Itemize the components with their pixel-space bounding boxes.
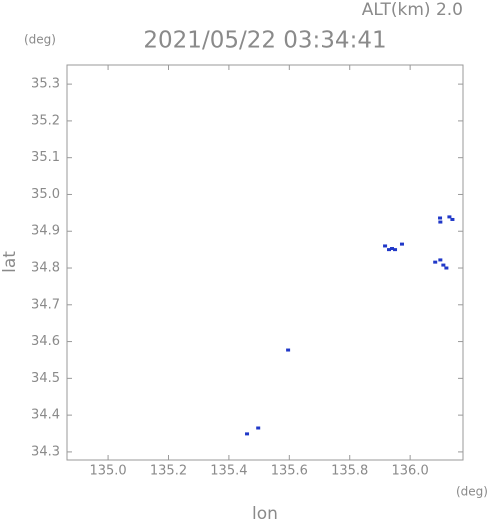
point <box>438 220 443 224</box>
x-tick-label: 135.4 <box>210 464 247 479</box>
point <box>399 242 404 246</box>
point <box>390 247 395 251</box>
point <box>450 217 455 221</box>
y-tick-label: 35.0 <box>31 187 60 202</box>
point <box>393 248 398 252</box>
y-tick-label: 34.8 <box>31 261 60 276</box>
y-tick-label: 34.5 <box>31 371 60 386</box>
y-label: lat <box>0 251 20 273</box>
point <box>286 348 291 352</box>
x-tick-label: 135.8 <box>331 464 368 479</box>
y-unit: (deg) <box>24 33 56 47</box>
point <box>441 263 446 267</box>
point <box>438 258 443 262</box>
subtitle: ALT(km) 2.0 <box>362 0 463 20</box>
x-unit: (deg) <box>456 485 488 499</box>
point <box>245 432 250 436</box>
y-tick-label: 34.3 <box>31 444 60 459</box>
point <box>386 248 391 252</box>
y-tick-label: 34.9 <box>31 224 60 239</box>
point <box>438 216 443 220</box>
point <box>447 215 452 219</box>
y-tick-label: 34.4 <box>31 408 60 423</box>
x-tick-label: 136.0 <box>392 464 429 479</box>
point <box>444 266 449 270</box>
point <box>433 260 438 264</box>
x-tick-label: 135.6 <box>271 464 308 479</box>
y-tick-label: 35.3 <box>31 77 60 92</box>
x-tick-label: 135.2 <box>150 464 187 479</box>
plot-frame <box>66 64 464 461</box>
x-tick-label: 135.0 <box>89 464 126 479</box>
y-tick-label: 35.1 <box>31 150 60 165</box>
point <box>256 426 261 430</box>
y-tick-label: 35.2 <box>31 113 60 128</box>
x-label: lon <box>252 504 278 521</box>
y-tick-label: 34.7 <box>31 297 60 312</box>
chart-title: 2021/05/22 03:34:41 <box>143 28 386 54</box>
point <box>383 244 388 248</box>
y-tick-label: 34.6 <box>31 334 60 349</box>
